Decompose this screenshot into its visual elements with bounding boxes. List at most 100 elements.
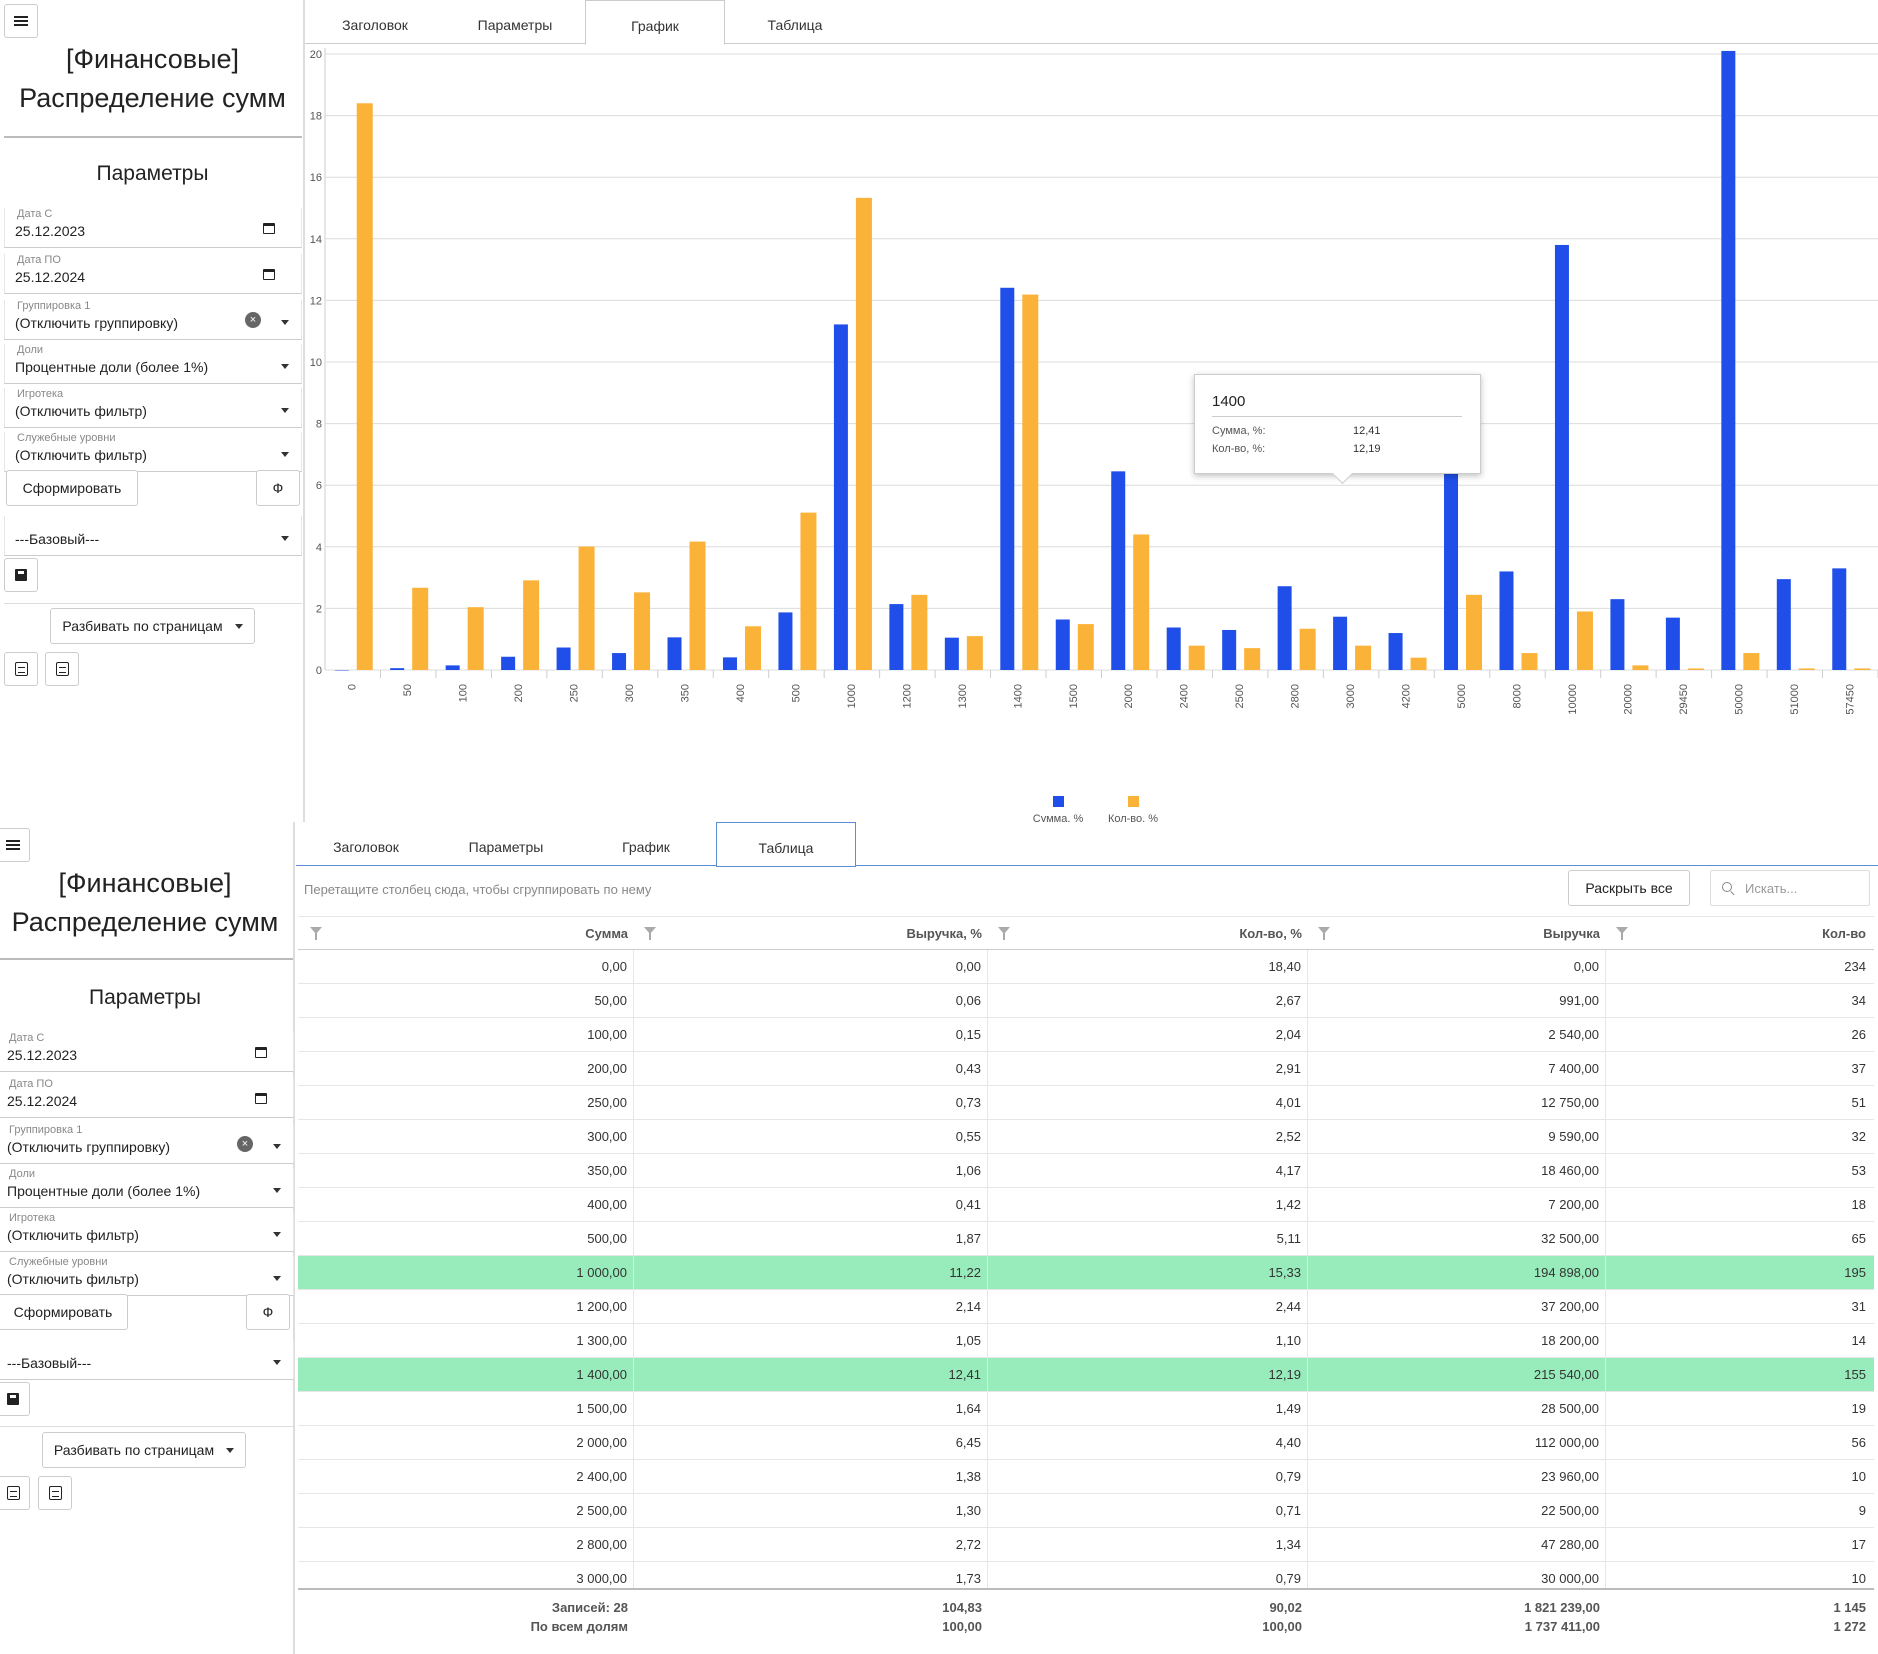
table-row[interactable]: 250,00 0,73 4,01 12 750,00 51	[298, 1086, 1874, 1120]
table-row[interactable]: 1 200,00 2,14 2,44 37 200,00 31	[298, 1290, 1874, 1324]
bar-sum	[334, 670, 349, 671]
column-header[interactable]: Выручка	[1543, 926, 1600, 941]
preset-select[interactable]: ---Базовый---	[4, 516, 302, 556]
phi-button[interactable]: Ф	[246, 1294, 290, 1330]
shares-select[interactable]: Доли Процентные доли (более 1%)	[4, 344, 302, 384]
chevron-down-icon[interactable]	[273, 1360, 281, 1365]
menu-toggle-button[interactable]	[4, 4, 38, 38]
table-row[interactable]: 2 400,00 1,38 0,79 23 960,00 10	[298, 1460, 1874, 1494]
generate-button[interactable]: Сформировать	[6, 470, 138, 506]
tab-chart[interactable]: График	[622, 839, 670, 855]
export-excel-button[interactable]	[0, 1476, 30, 1510]
tab-table[interactable]: Таблица	[767, 17, 823, 33]
date-to-field[interactable]: Дата ПО 25.12.2024	[0, 1078, 294, 1118]
shares-select[interactable]: Доли Процентные доли (более 1%)	[0, 1168, 294, 1208]
y-tick-label: 6	[316, 480, 322, 492]
grouping1-value: (Отключить группировку)	[7, 1139, 170, 1155]
x-tick-label: 8000	[1511, 684, 1523, 708]
table-row[interactable]: 2 000,00 6,45 4,40 112 000,00 56	[298, 1426, 1874, 1460]
game-library-select[interactable]: Игротека (Отключить фильтр)	[4, 388, 302, 428]
column-header[interactable]: Кол-во, %	[1239, 926, 1302, 941]
search-input[interactable]: Искать...	[1710, 870, 1870, 906]
chevron-down-icon[interactable]	[281, 364, 289, 369]
table-row[interactable]: 350,00 1,06 4,17 18 460,00 53	[298, 1154, 1874, 1188]
table-row[interactable]: 2 500,00 1,30 0,71 22 500,00 9	[298, 1494, 1874, 1528]
table-row[interactable]: 2 800,00 2,72 1,34 47 280,00 17	[298, 1528, 1874, 1562]
tab-chart[interactable]: График	[585, 0, 725, 45]
group-panel-hint[interactable]: Перетащите столбец сюда, чтобы сгруппиро…	[304, 882, 652, 897]
phi-button[interactable]: Ф	[256, 470, 300, 506]
tab-params[interactable]: Параметры	[468, 839, 544, 855]
chevron-down-icon[interactable]	[281, 536, 289, 541]
tab-params[interactable]: Параметры	[477, 17, 553, 33]
table-row[interactable]: 200,00 0,43 2,91 7 400,00 37	[298, 1052, 1874, 1086]
export-excel-button[interactable]	[4, 652, 38, 686]
chevron-down-icon[interactable]	[281, 452, 289, 457]
calendar-icon[interactable]	[255, 1093, 267, 1104]
table-cell: 34	[1851, 993, 1866, 1008]
table-row[interactable]: 500,00 1,87 5,11 32 500,00 65	[298, 1222, 1874, 1256]
game-library-select[interactable]: Игротека (Отключить фильтр)	[0, 1212, 294, 1252]
table-row[interactable]: 1 500,00 1,64 1,49 28 500,00 19	[298, 1392, 1874, 1426]
clear-icon[interactable]: ×	[237, 1136, 253, 1152]
chevron-down-icon[interactable]	[273, 1188, 281, 1193]
bar-sum	[1499, 571, 1514, 670]
chevron-down-icon[interactable]	[273, 1276, 281, 1281]
grouping1-select[interactable]: Группировка 1 (Отключить группировку) ×	[4, 300, 302, 340]
table-cell: 30 000,00	[1308, 1562, 1606, 1596]
date-from-field[interactable]: Дата С 25.12.2023	[4, 208, 302, 248]
table-row[interactable]: 300,00 0,55 2,52 9 590,00 32	[298, 1120, 1874, 1154]
clear-icon[interactable]: ×	[245, 312, 261, 328]
filter-icon[interactable]	[310, 927, 322, 940]
bar-sum	[1554, 244, 1569, 670]
menu-toggle-button[interactable]	[0, 828, 30, 862]
y-tick-label: 16	[310, 172, 322, 184]
chevron-down-icon[interactable]	[281, 408, 289, 413]
table-row[interactable]: 400,00 0,41 1,42 7 200,00 18	[298, 1188, 1874, 1222]
main-area: Заголовок Параметры График Таблица 0 2 4 6 8…	[305, 0, 1878, 822]
chevron-down-icon[interactable]	[273, 1144, 281, 1149]
paging-dropdown[interactable]: Разбивать по страницам	[42, 1432, 246, 1468]
table-cell: 991,00	[1308, 984, 1606, 1018]
bar-sum	[833, 324, 848, 670]
column-header[interactable]: Сумма	[585, 926, 628, 941]
filter-icon[interactable]	[1616, 927, 1628, 940]
service-levels-value: (Отключить фильтр)	[15, 447, 147, 463]
chevron-down-icon[interactable]	[273, 1232, 281, 1237]
paging-dropdown[interactable]: Разбивать по страницам	[50, 608, 255, 644]
save-preset-button[interactable]	[4, 558, 38, 592]
x-tick-label: 200	[513, 684, 525, 702]
paging-label: Разбивать по страницам	[53, 1442, 215, 1458]
column-header[interactable]: Кол-во	[1822, 926, 1866, 941]
table-row[interactable]: 0,00 0,00 18,40 0,00 234	[298, 950, 1874, 984]
calendar-icon[interactable]	[263, 223, 275, 234]
filter-icon[interactable]	[644, 927, 656, 940]
tab-header[interactable]: Заголовок	[333, 839, 399, 855]
service-levels-select[interactable]: Служебные уровни (Отключить фильтр)	[0, 1256, 294, 1296]
date-from-field[interactable]: Дата С 25.12.2023	[0, 1032, 294, 1072]
chevron-down-icon[interactable]	[281, 320, 289, 325]
date-to-field[interactable]: Дата ПО 25.12.2024	[4, 254, 302, 294]
tab-header[interactable]: Заголовок	[342, 17, 408, 33]
calendar-icon[interactable]	[263, 269, 275, 280]
export-doc-button[interactable]	[45, 652, 79, 686]
table-row[interactable]: 50,00 0,06 2,67 991,00 34	[298, 984, 1874, 1018]
filter-icon[interactable]	[998, 927, 1010, 940]
grouping1-select[interactable]: Группировка 1 (Отключить группировку) ×	[0, 1124, 294, 1164]
export-doc-button[interactable]	[38, 1476, 72, 1510]
preset-select[interactable]: ---Базовый---	[0, 1340, 294, 1380]
calendar-icon[interactable]	[255, 1047, 267, 1058]
service-levels-select[interactable]: Служебные уровни (Отключить фильтр)	[4, 432, 302, 472]
generate-button[interactable]: Сформировать	[0, 1294, 128, 1330]
save-preset-button[interactable]	[0, 1382, 30, 1416]
filter-icon[interactable]	[1318, 927, 1330, 940]
table-row[interactable]: 1 400,00 12,41 12,19 215 540,00 155	[298, 1358, 1874, 1392]
table-row[interactable]: 1 300,00 1,05 1,10 18 200,00 14	[298, 1324, 1874, 1358]
column-header[interactable]: Выручка, %	[906, 926, 982, 941]
tab-table[interactable]: Таблица	[716, 822, 856, 867]
table-cell: 1 200,00	[298, 1290, 634, 1324]
expand-all-button[interactable]: Раскрыть все	[1568, 870, 1690, 906]
table-row[interactable]: 100,00 0,15 2,04 2 540,00 26	[298, 1018, 1874, 1052]
table-row[interactable]: 1 000,00 11,22 15,33 194 898,00 195	[298, 1256, 1874, 1290]
